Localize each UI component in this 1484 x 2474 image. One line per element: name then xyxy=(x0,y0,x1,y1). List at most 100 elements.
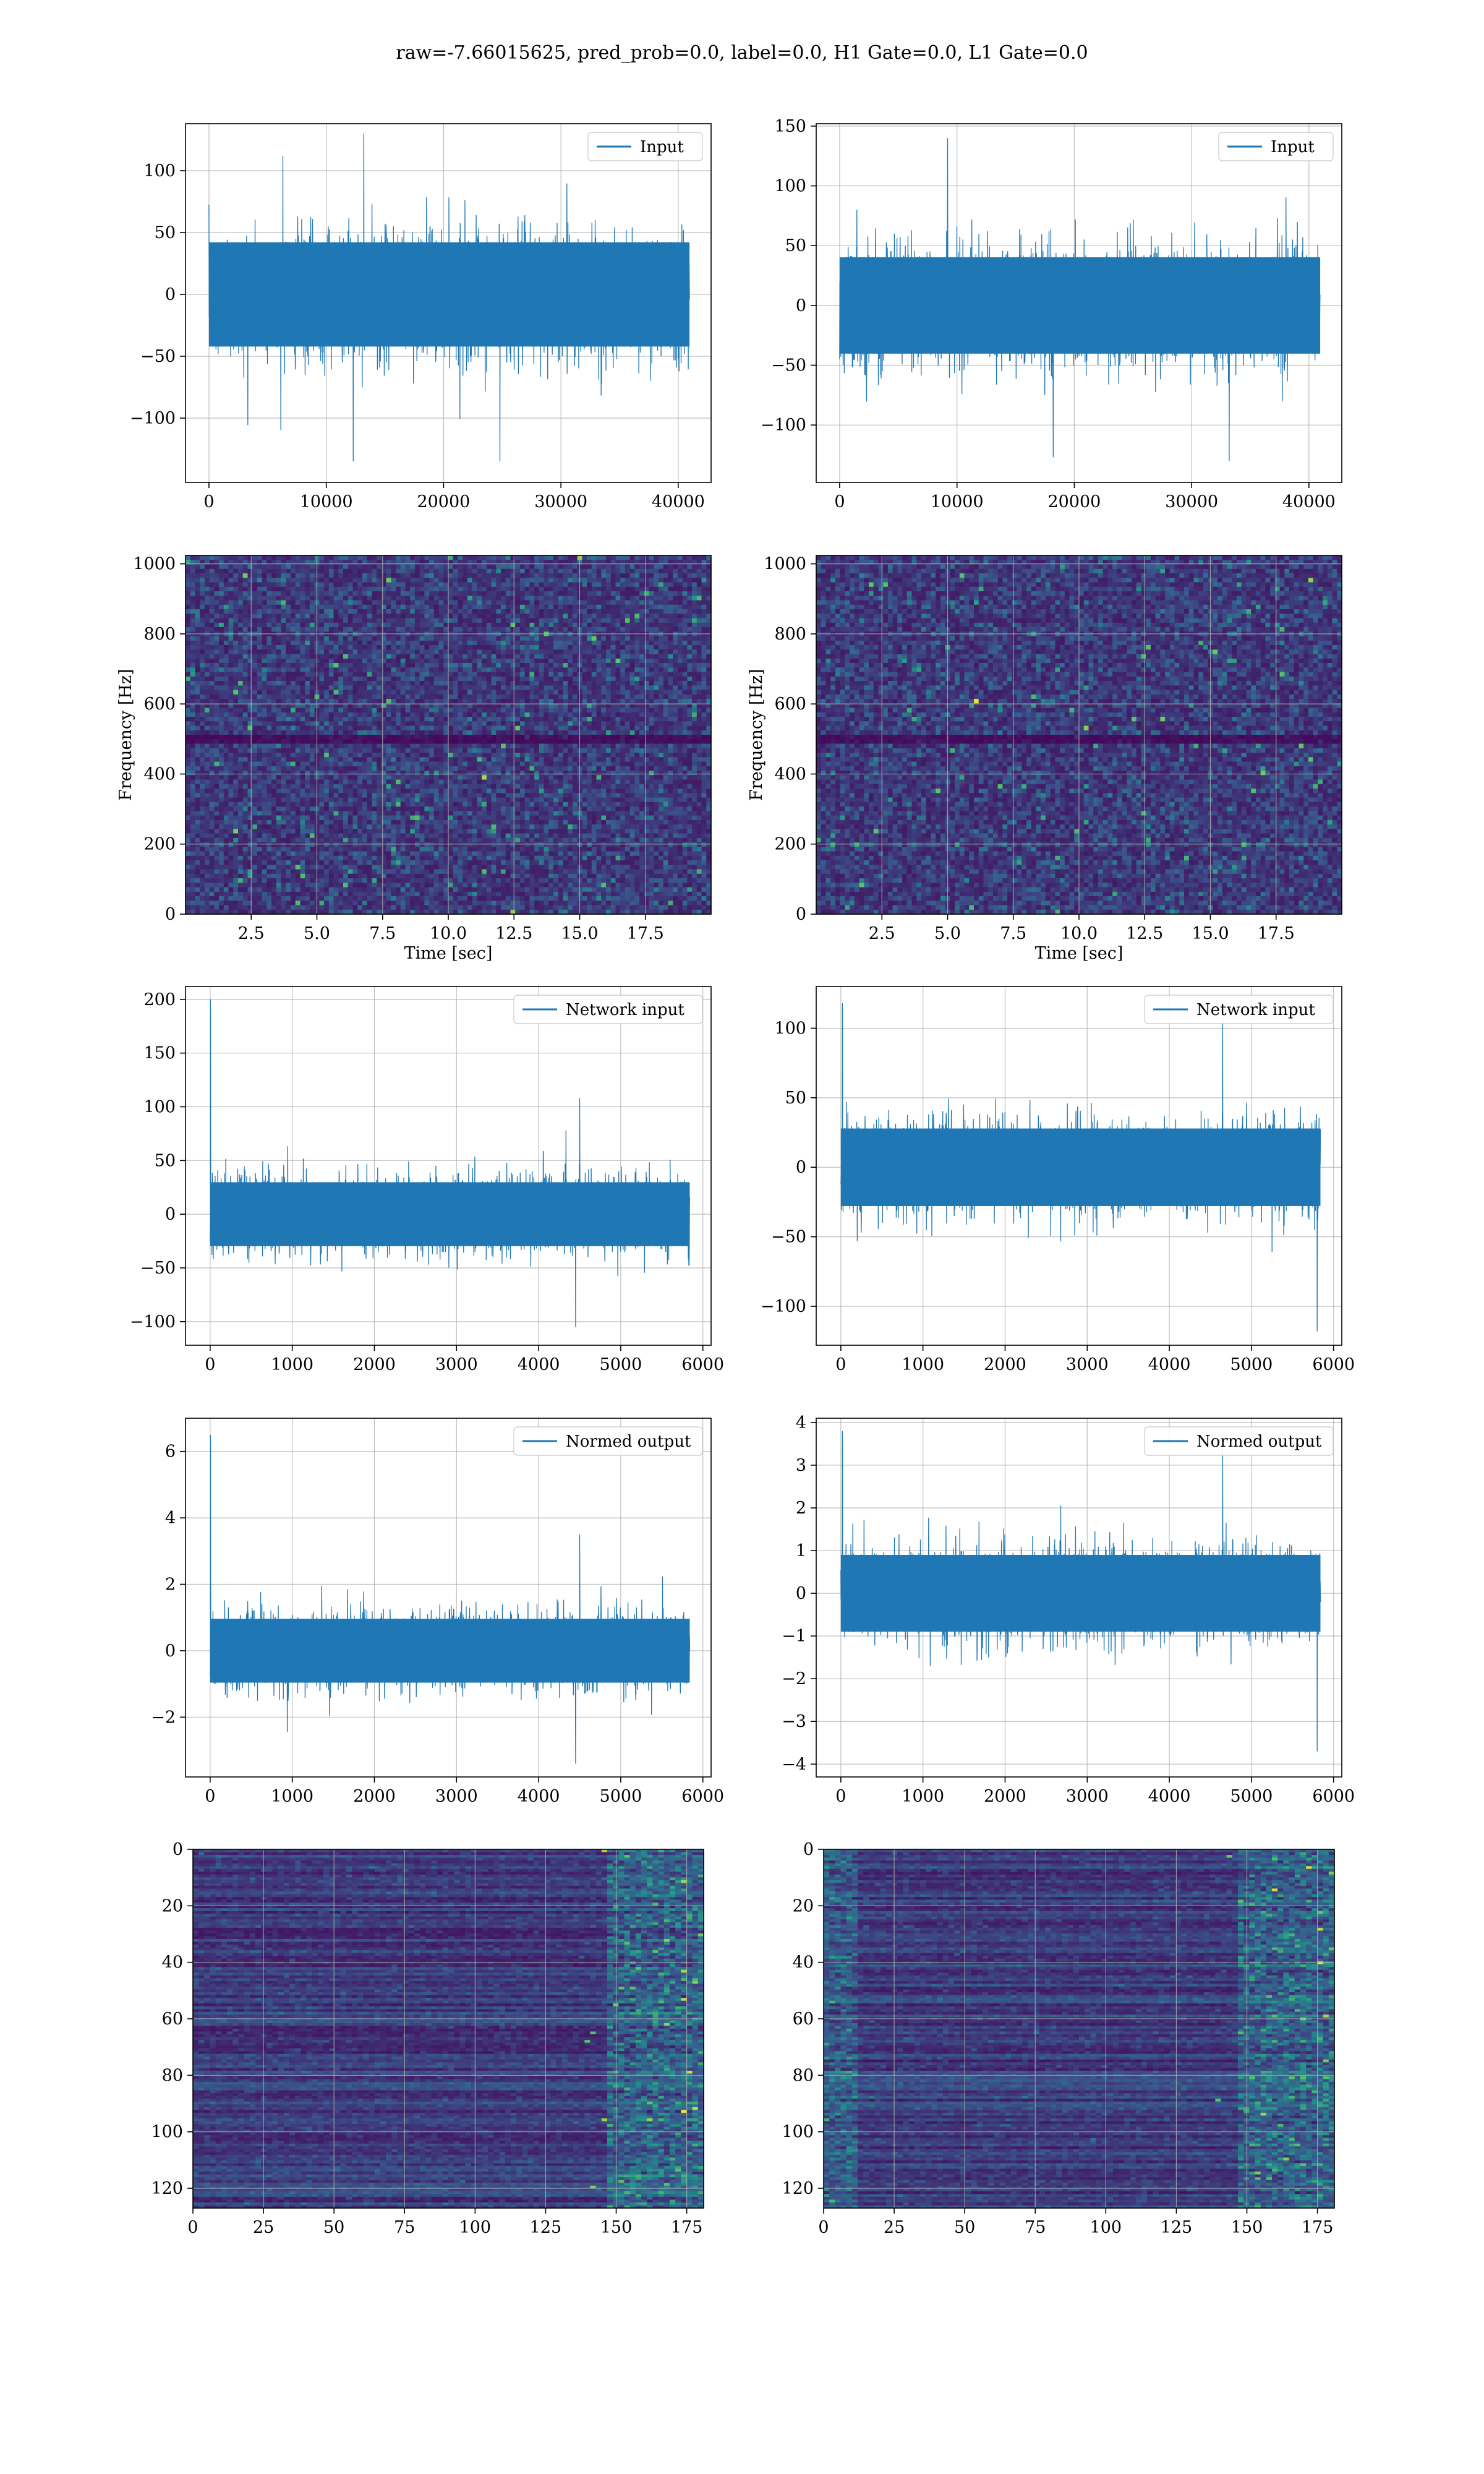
x-tick-label: 5000 xyxy=(600,1355,642,1374)
x-tick-label: 0 xyxy=(835,1355,846,1374)
y-tick-label: 200 xyxy=(143,835,176,854)
y-tick-label: 2 xyxy=(165,1575,176,1594)
x-tick-label: 4000 xyxy=(1148,1355,1191,1374)
x-tick-label: 30000 xyxy=(1165,492,1218,511)
y-tick-label: −100 xyxy=(761,1297,806,1316)
y-tick-label: 6 xyxy=(165,1442,176,1462)
x-tick-label: 50 xyxy=(954,2218,975,2237)
y-tick-label: 0 xyxy=(173,1840,183,1859)
y-tick-label: 80 xyxy=(162,2066,183,2085)
signal-trace xyxy=(210,999,690,1327)
x-tick-label: 5000 xyxy=(1230,1787,1273,1806)
y-tick-label: 150 xyxy=(143,1044,176,1063)
x-tick-label: 25 xyxy=(253,2218,274,2237)
y-tick-label: 50 xyxy=(155,1151,176,1170)
x-tick-label: 10.0 xyxy=(1060,924,1098,943)
y-tick-label: 100 xyxy=(143,1097,176,1116)
x-tick-label: 2000 xyxy=(353,1787,396,1806)
x-tick-label: 125 xyxy=(530,2218,562,2237)
left-spectrogram-chart: 2.5 5.0 7.5 10.0 12.5 15.0 17.5020040060080010… xyxy=(116,555,712,963)
x-tick-label: 1000 xyxy=(902,1787,944,1806)
x-tick-label: 25 xyxy=(884,2218,905,2237)
x-tick-label: 0 xyxy=(187,2218,198,2237)
signal-trace xyxy=(209,134,689,461)
x-tick-label: 5000 xyxy=(1230,1355,1273,1374)
y-tick-label: −100 xyxy=(130,409,176,428)
y-tick-label: 800 xyxy=(774,625,806,644)
x-tick-label: 0 xyxy=(818,2218,829,2237)
x-tick-label: 150 xyxy=(600,2218,633,2237)
y-tick-label: 0 xyxy=(165,1205,176,1224)
legend-label: Normed output xyxy=(1196,1432,1322,1451)
y-tick-label: 2 xyxy=(796,1499,806,1518)
x-tick-label: 1000 xyxy=(902,1355,944,1374)
y-tick-label: 600 xyxy=(774,695,806,714)
y-tick-label: 60 xyxy=(793,2010,814,2029)
y-tick-label: −2 xyxy=(151,1708,176,1727)
y-tick-label: 4 xyxy=(165,1509,176,1528)
x-axis-label: Time [sec] xyxy=(404,944,493,963)
y-tick-label: 1000 xyxy=(133,555,176,574)
left-network-input-chart: 0 1000 2000 3000 4000 5000 6000−100−5005010015… xyxy=(130,987,724,1374)
legend-label: Network input xyxy=(566,1001,684,1019)
x-tick-label: 7.5 xyxy=(369,924,396,943)
x-tick-label: 5000 xyxy=(600,1787,642,1806)
x-tick-label: 2000 xyxy=(984,1787,1026,1806)
x-tick-label: 2.5 xyxy=(238,924,265,943)
x-tick-label: 5.0 xyxy=(304,924,330,943)
y-axis-label: Frequency [Hz] xyxy=(747,669,766,800)
x-tick-label: 125 xyxy=(1161,2218,1193,2237)
x-tick-label: 5.0 xyxy=(934,924,961,943)
x-tick-label: 0 xyxy=(834,492,845,511)
x-tick-label: 6000 xyxy=(681,1787,724,1806)
x-tick-label: 100 xyxy=(1090,2218,1122,2237)
x-tick-label: 40000 xyxy=(1282,492,1336,511)
signal-trace xyxy=(841,1431,1321,1752)
y-tick-label: 0 xyxy=(796,1158,806,1177)
x-tick-label: 175 xyxy=(671,2218,703,2237)
x-tick-label: 4000 xyxy=(1148,1787,1191,1806)
legend-label: Input xyxy=(1271,138,1315,156)
legend-label: Input xyxy=(640,138,684,156)
y-tick-label: 40 xyxy=(793,1953,814,1972)
x-tick-label: 6000 xyxy=(681,1355,724,1374)
y-tick-label: 0 xyxy=(796,296,806,315)
y-tick-label: −2 xyxy=(782,1669,806,1689)
x-tick-label: 150 xyxy=(1231,2218,1263,2237)
y-tick-label: −50 xyxy=(771,1228,806,1247)
y-tick-label: −1 xyxy=(782,1627,806,1646)
y-tick-label: 120 xyxy=(151,2179,183,2198)
x-tick-label: 6000 xyxy=(1312,1355,1355,1374)
y-tick-label: 0 xyxy=(165,1641,176,1661)
x-tick-label: 1000 xyxy=(271,1355,313,1374)
x-tick-label: 2000 xyxy=(353,1355,396,1374)
y-tick-label: 4 xyxy=(796,1413,806,1432)
x-tick-label: 100 xyxy=(459,2218,492,2237)
y-tick-label: 150 xyxy=(774,117,806,136)
x-tick-label: 3000 xyxy=(1066,1787,1109,1806)
y-tick-label: 0 xyxy=(796,1584,806,1603)
x-tick-label: 40000 xyxy=(652,492,705,511)
axes-frame xyxy=(186,1418,711,1777)
y-tick-label: 1000 xyxy=(764,555,806,574)
y-tick-label: −4 xyxy=(782,1755,806,1774)
x-axis-label: Time [sec] xyxy=(1035,944,1124,963)
x-tick-label: 3000 xyxy=(435,1355,478,1374)
signal-trace xyxy=(840,138,1320,461)
y-tick-label: 50 xyxy=(155,223,176,242)
x-tick-label: 2.5 xyxy=(869,924,895,943)
x-tick-label: 0 xyxy=(203,492,214,511)
y-tick-label: 0 xyxy=(803,1840,814,1859)
x-tick-label: 6000 xyxy=(1312,1787,1355,1806)
x-tick-label: 4000 xyxy=(518,1355,560,1374)
legend-label: Normed output xyxy=(566,1432,691,1451)
y-tick-label: 1 xyxy=(796,1541,806,1560)
y-tick-label: 60 xyxy=(162,2010,183,2029)
y-tick-label: 80 xyxy=(793,2066,814,2085)
y-tick-label: 20 xyxy=(793,1896,814,1915)
x-tick-label: 20000 xyxy=(1047,492,1101,511)
